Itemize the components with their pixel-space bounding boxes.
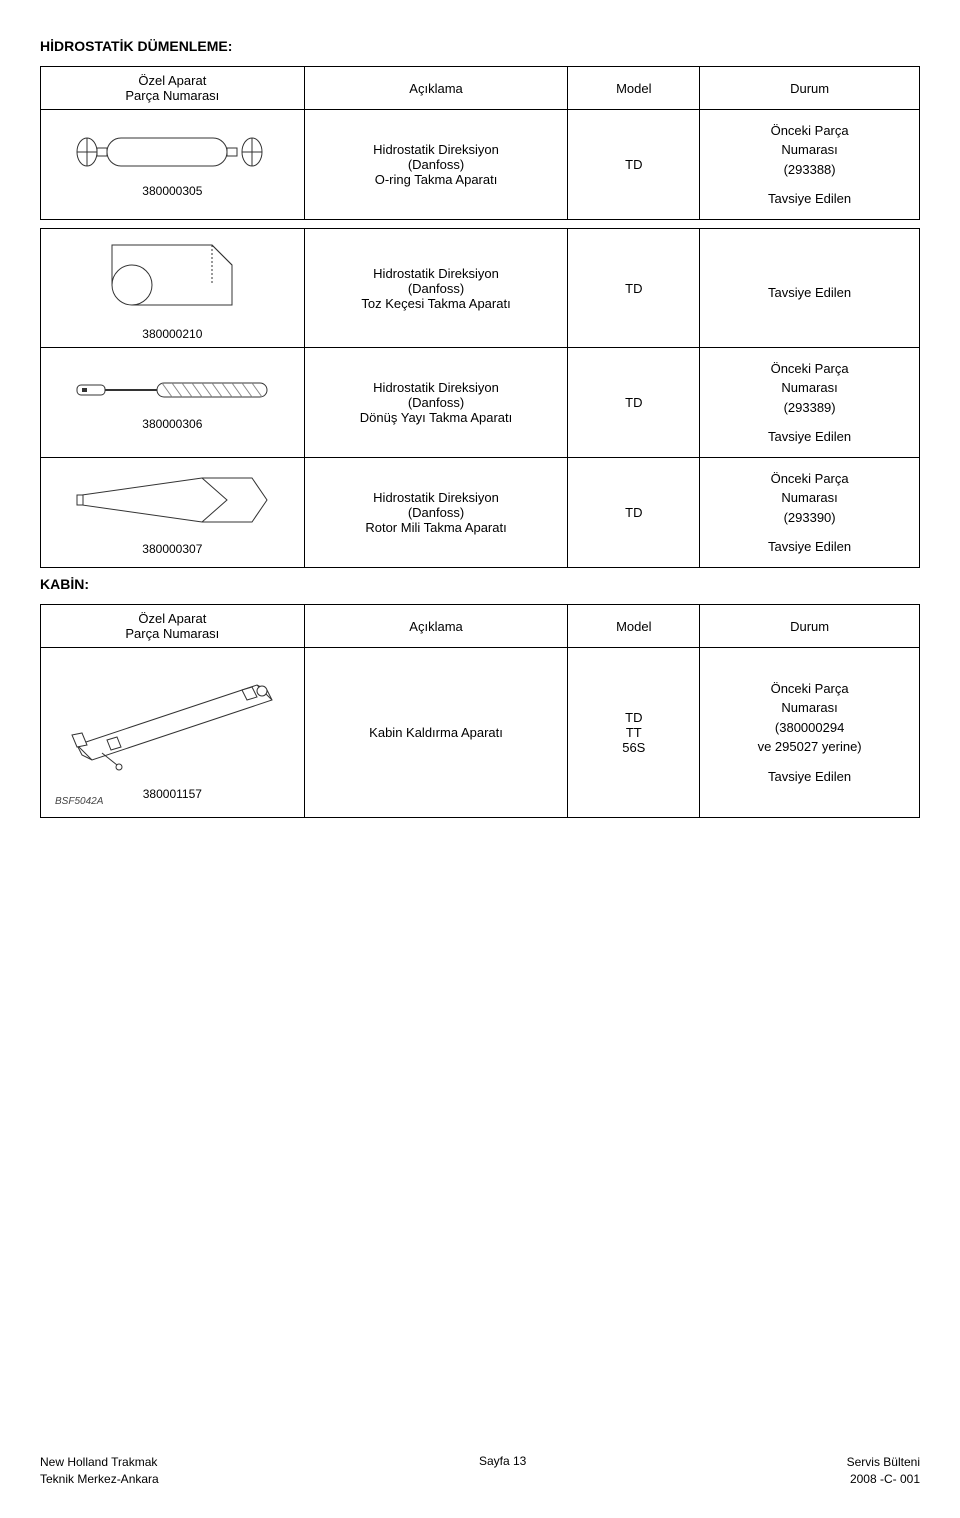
desc-5: Kabin Kaldırma Aparatı <box>304 648 568 818</box>
s2-hdr2: Açıklama <box>304 605 568 648</box>
page-footer: New Holland Trakmak Teknik Merkez-Ankara… <box>40 1454 920 1488</box>
section1-title: HİDROSTATİK DÜMENLEME: <box>40 38 920 54</box>
section2-title: KABİN: <box>40 576 920 592</box>
footer-center: Sayfa 13 <box>479 1454 526 1488</box>
model-3: TD <box>568 348 700 458</box>
table-section1: Özel Aparat Parça Numarası Açıklama Mode… <box>40 66 920 220</box>
desc-4: Hidrostatik Direksiyon (Danfoss) Rotor M… <box>304 458 568 568</box>
desc-2: Hidrostatik Direksiyon (Danfoss) Toz Keç… <box>304 229 568 348</box>
tool-illustration-2 <box>49 235 296 315</box>
img-cell-5: BSF5042A 380001157 <box>41 648 305 818</box>
model-5: TD TT 56S <box>568 648 700 818</box>
img-cell-2: 380000210 <box>41 229 305 348</box>
table-row: 380000210 Hidrostatik Direksiyon (Danfos… <box>41 229 920 348</box>
hdr1: Özel Aparat Parça Numarası <box>41 67 305 110</box>
partno-1: 380000305 <box>142 184 202 198</box>
status-2: Tavsiye Edilen <box>700 229 920 348</box>
table-section1b: 380000210 Hidrostatik Direksiyon (Danfos… <box>40 228 920 568</box>
table-row: BSF5042A 380001157 Kabin Kaldırma Aparat… <box>41 648 920 818</box>
desc-1: Hidrostatik Direksiyon (Danfoss) O-ring … <box>304 110 568 220</box>
s2-hdr4: Durum <box>700 605 920 648</box>
status-5: Önceki Parça Numarası (380000294 ve 2950… <box>700 648 920 818</box>
status-1: Önceki Parça Numarası (293388) Tavsiye E… <box>700 110 920 220</box>
s2-hdr3: Model <box>568 605 700 648</box>
model-4: TD <box>568 458 700 568</box>
table-row: 380000305 Hidrostatik Direksiyon (Danfos… <box>41 110 920 220</box>
footer-left-l1: New Holland Trakmak <box>40 1454 159 1471</box>
table-row: 380000307 Hidrostatik Direksiyon (Danfos… <box>41 458 920 568</box>
partno-2: 380000210 <box>142 327 202 341</box>
tool-illustration-4 <box>49 470 296 530</box>
partno-3: 380000306 <box>142 417 202 431</box>
tool-illustration-1 <box>49 132 296 172</box>
img-cell-3: 380000306 <box>41 348 305 458</box>
hdr4: Durum <box>700 67 920 110</box>
hdr1-l1: Özel Aparat <box>49 73 296 88</box>
table-row: 380000306 Hidrostatik Direksiyon (Danfos… <box>41 348 920 458</box>
hdr1-l2: Parça Numarası <box>49 88 296 103</box>
hdr3: Model <box>568 67 700 110</box>
partno-4: 380000307 <box>142 542 202 556</box>
status-3: Önceki Parça Numarası (293389) Tavsiye E… <box>700 348 920 458</box>
desc-3: Hidrostatik Direksiyon (Danfoss) Dönüş Y… <box>304 348 568 458</box>
tool-illustration-5 <box>49 665 296 775</box>
footer-right-l1: Servis Bülteni <box>847 1454 920 1471</box>
partno-5: 380001157 <box>143 787 202 801</box>
footer-right-l2: 2008 -C- 001 <box>847 1471 920 1488</box>
model-2: TD <box>568 229 700 348</box>
img-cell-1: 380000305 <box>41 110 305 220</box>
img-cell-4: 380000307 <box>41 458 305 568</box>
model-1: TD <box>568 110 700 220</box>
footer-left-l2: Teknik Merkez-Ankara <box>40 1471 159 1488</box>
status-4: Önceki Parça Numarası (293390) Tavsiye E… <box>700 458 920 568</box>
s2-hdr1: Özel Aparat Parça Numarası <box>41 605 305 648</box>
table-section2: Özel Aparat Parça Numarası Açıklama Mode… <box>40 604 920 818</box>
hdr2: Açıklama <box>304 67 568 110</box>
bsf-label: BSF5042A <box>55 796 103 807</box>
tool-illustration-3 <box>49 375 296 405</box>
